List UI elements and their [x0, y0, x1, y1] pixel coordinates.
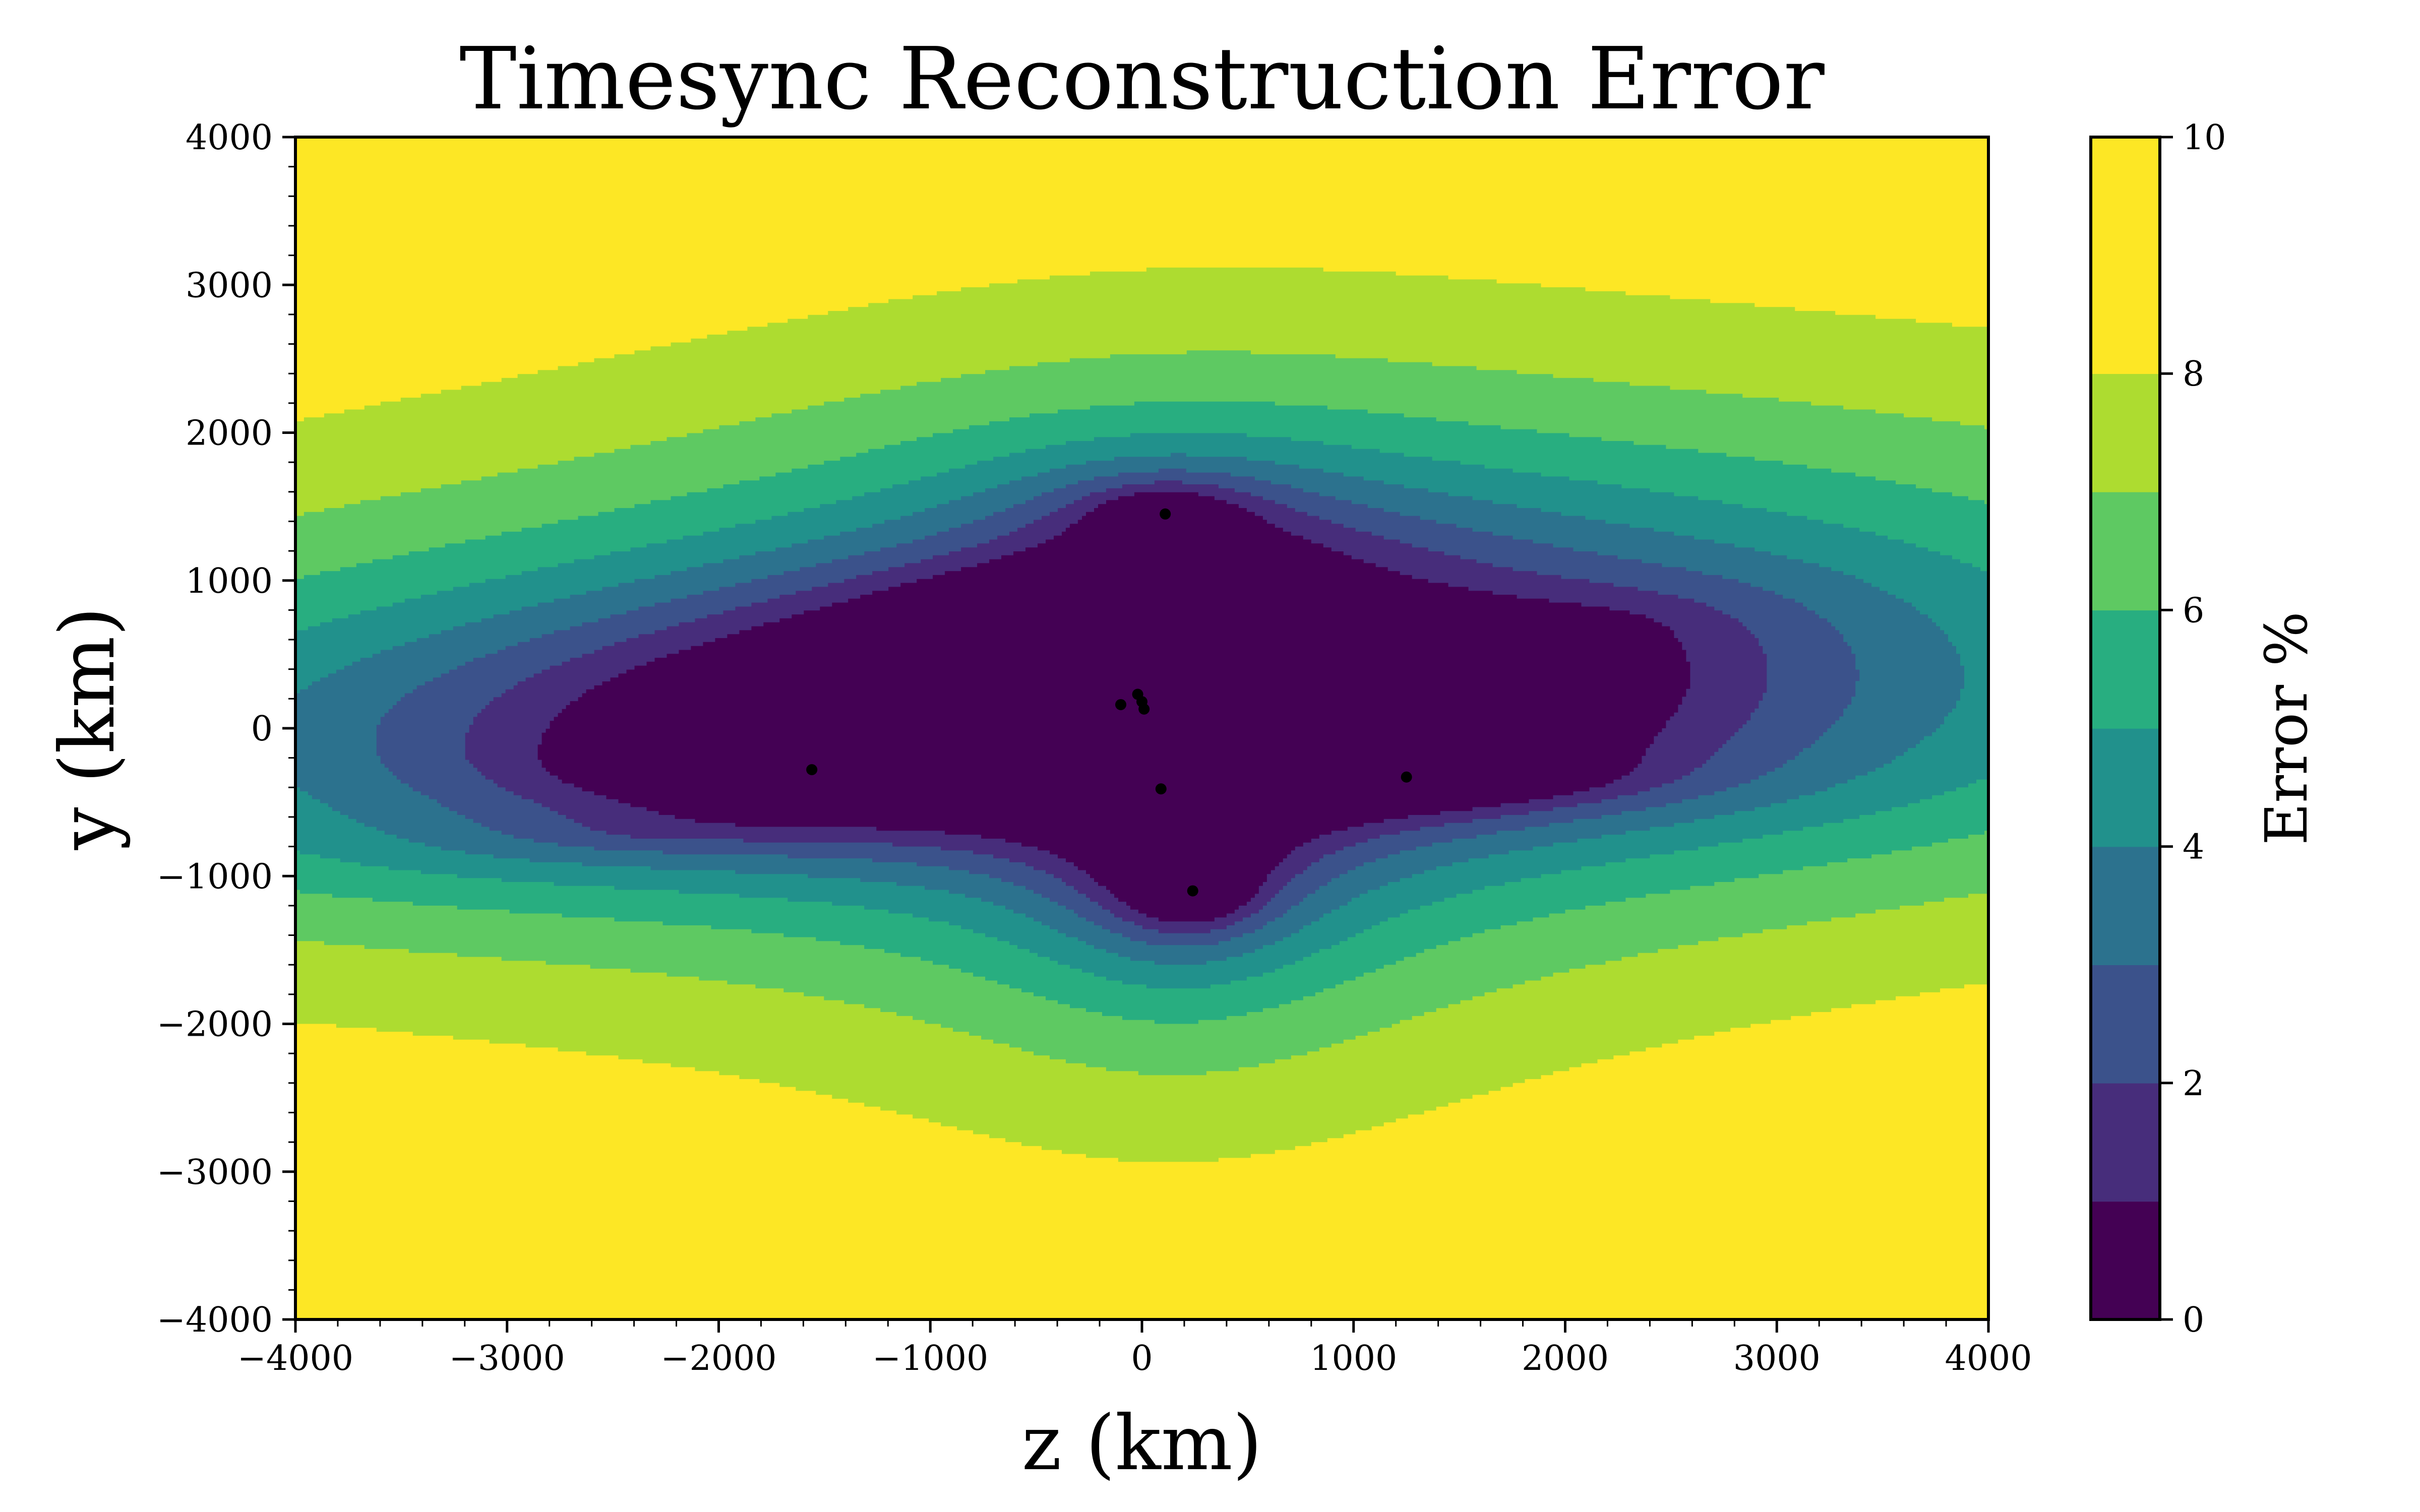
y-tick-label: −2000: [157, 1005, 273, 1045]
contour-band-3: [295, 452, 1965, 966]
chart-title: Timesync Reconstruction Error: [459, 29, 1825, 129]
contour-band-0: [537, 491, 1691, 922]
y-tick-label: −1000: [157, 857, 273, 897]
colorbar-segment: [2091, 137, 2160, 256]
x-tick-label: 1000: [1310, 1339, 1397, 1378]
receiver-point: [1160, 508, 1171, 520]
colorbar-segment: [2091, 255, 2160, 374]
contour-band-8: [295, 137, 1988, 1319]
y-tick-label: 1000: [186, 561, 273, 601]
receiver-point: [1401, 771, 1412, 783]
colorbar-segment: [2091, 965, 2160, 1084]
x-axis-label: z (km): [1022, 1400, 1262, 1487]
x-tick-label: −3000: [449, 1339, 565, 1378]
colorbar-segment: [2091, 1201, 2160, 1320]
x-tick-label: 2000: [1522, 1339, 1609, 1378]
colorbar-segment: [2091, 610, 2160, 729]
colorbar-tick-label: 4: [2183, 828, 2204, 867]
contour-band-1: [464, 480, 1768, 934]
colorbar-tick-label: 8: [2183, 354, 2204, 394]
colorbar-tick-label: 2: [2183, 1064, 2204, 1104]
y-tick-label: −4000: [157, 1300, 273, 1340]
x-tick-label: −1000: [872, 1339, 988, 1378]
colorbar-segment: [2091, 728, 2160, 847]
y-tick-label: 3000: [186, 266, 273, 305]
x-tick-label: 3000: [1733, 1339, 1821, 1378]
receiver-point: [1138, 703, 1150, 715]
x-tick-label: 4000: [1945, 1339, 2032, 1378]
receiver-point: [1187, 885, 1198, 897]
contour-band-4: [295, 432, 1988, 989]
contour-band-6: [295, 350, 1988, 1076]
colorbar-segment: [2091, 373, 2160, 492]
colorbar-segment: [2091, 491, 2160, 611]
colorbar: [2091, 137, 2160, 1320]
contour-band-7: [295, 267, 1988, 1163]
colorbar-tick-label: 0: [2183, 1300, 2204, 1340]
contour-fill: [295, 137, 1988, 1319]
colorbar-frame: [2089, 136, 2161, 1321]
x-tick-label: −4000: [237, 1339, 353, 1378]
x-tick-label: −2000: [660, 1339, 776, 1378]
colorbar-segment: [2091, 1083, 2160, 1202]
colorbar-tick-label: 10: [2183, 118, 2226, 158]
y-tick-label: 0: [251, 709, 273, 749]
receiver-point: [1115, 699, 1127, 711]
receiver-point: [1155, 783, 1167, 795]
receiver-markers: [806, 508, 1412, 897]
y-tick-label: 4000: [186, 118, 273, 158]
receiver-point: [806, 764, 818, 776]
x-tick-label: 0: [1131, 1339, 1153, 1378]
contour-band-2: [376, 468, 1860, 946]
axis-ticks: −4000 −3000 −2000 −1000 0 1000 2000 3000 4000 −40…: [157, 118, 2032, 1378]
colorbar-ticks: 0 2 4 6 8 10: [2160, 118, 2226, 1340]
colorbar-tick-label: 6: [2183, 591, 2204, 631]
colorbar-label: Error %: [2253, 611, 2321, 845]
colorbar-segment: [2091, 846, 2160, 965]
y-axis-label: y (km): [44, 607, 132, 851]
y-tick-label: 2000: [186, 414, 273, 454]
y-tick-label: −3000: [157, 1153, 273, 1192]
